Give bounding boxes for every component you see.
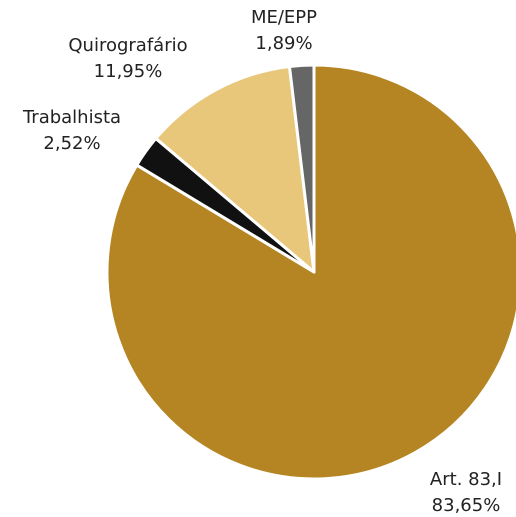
slice-value-label: 1,89% (255, 33, 312, 54)
slice-value-label: 2,52% (43, 133, 100, 154)
pie-slice (154, 64, 316, 274)
slice-label: Quirografário (68, 35, 187, 56)
slice-label: ME/EPP (251, 7, 317, 28)
slice-label: Art. 83,I (430, 469, 502, 490)
pie-slice (287, 63, 316, 274)
slice-value-label: 11,95% (94, 61, 163, 82)
slice-label: Trabalhista (22, 107, 121, 128)
slice-value-label: 83,65% (432, 495, 501, 516)
